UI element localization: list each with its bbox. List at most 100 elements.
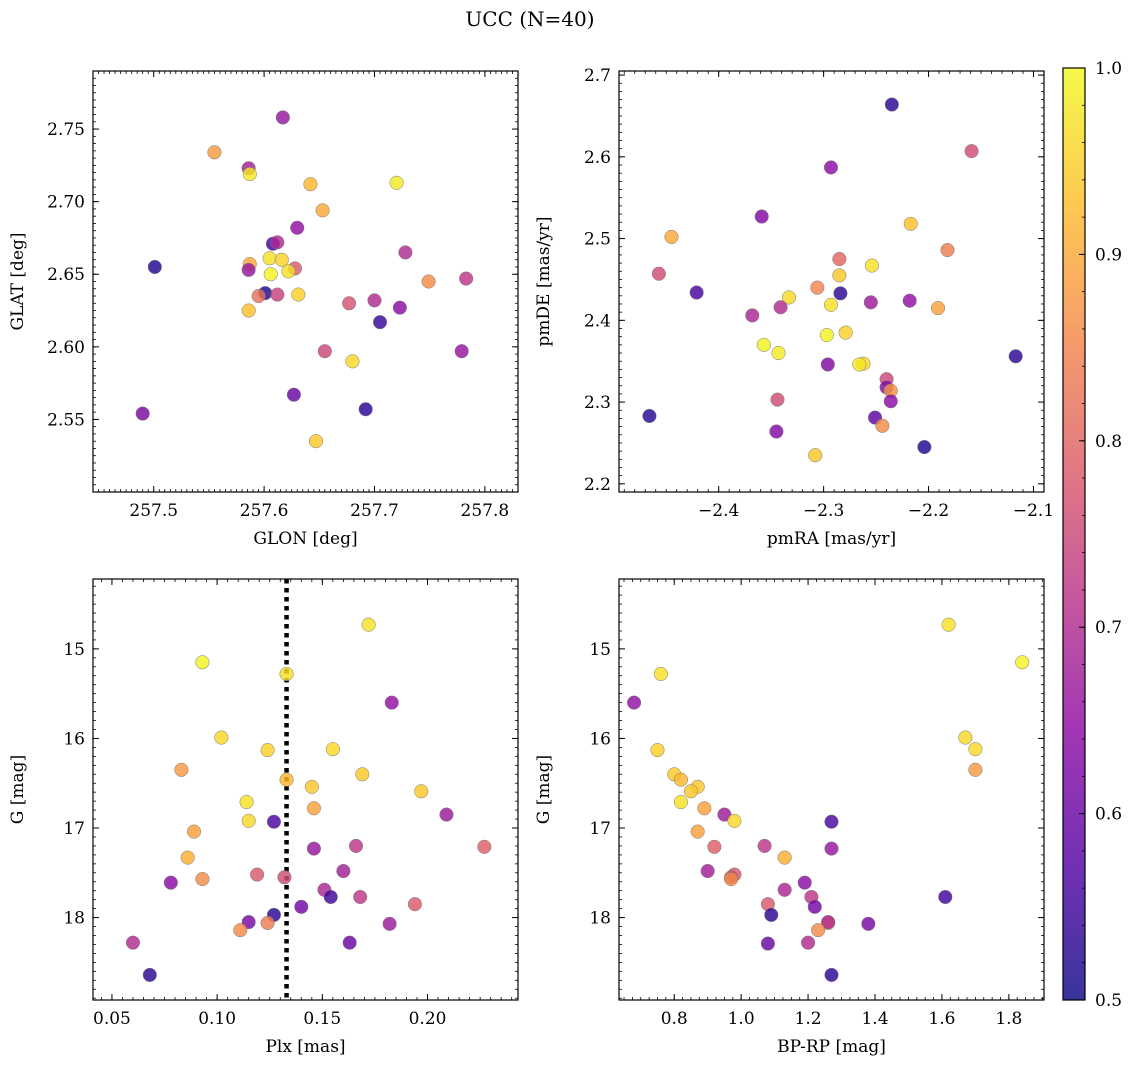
- scatter-point: [233, 923, 248, 938]
- scatter-point: [317, 344, 332, 359]
- scatter-point: [664, 229, 679, 244]
- scatter-point: [717, 807, 732, 822]
- scatter-point: [824, 967, 839, 982]
- scatter-point: [757, 838, 772, 853]
- scatter-point: [454, 344, 469, 359]
- scatter-point: [832, 251, 847, 267]
- scatter-point: [308, 434, 324, 449]
- scatter-point: [345, 354, 360, 369]
- panel-bprp-g: 0.8 1.0 1.2 1.4 1.6 1.8 15 16 17 18 BP-RP [mag] G […: [534, 578, 1045, 1057]
- scatter-point: [697, 801, 712, 816]
- scatter-point: [275, 110, 290, 125]
- y-tick-label: 2.6: [584, 148, 611, 168]
- y-tick-label: 2.75: [47, 120, 85, 140]
- scatter-point: [832, 268, 847, 283]
- scatter-point: [807, 899, 822, 914]
- x-tick-label: 1.4: [861, 1009, 888, 1029]
- x-tick-label: −2.4: [698, 501, 739, 521]
- scatter-point: [771, 345, 786, 361]
- y-tick-label: 15: [589, 640, 611, 660]
- scatter-point: [683, 784, 698, 799]
- scatter-point: [760, 936, 775, 951]
- scatter-point: [306, 801, 321, 816]
- scatter-point: [306, 841, 321, 856]
- scatter-point: [823, 160, 839, 175]
- scatter-point: [398, 245, 413, 260]
- scatter-point: [861, 916, 876, 931]
- colorbar-tick-label: 1.0: [1095, 59, 1122, 79]
- scatter-point: [810, 280, 825, 295]
- x-tick-label: 257.5: [129, 501, 178, 521]
- scatter-point: [824, 814, 839, 829]
- scatter-point: [384, 695, 399, 710]
- x-axis-label: Plx [mas]: [265, 1037, 345, 1057]
- scatter-point: [627, 695, 642, 710]
- x-tick-label: 257.7: [350, 501, 399, 521]
- y-tick-label: 2.7: [584, 66, 611, 86]
- scatter-point: [852, 357, 867, 372]
- scatter-point: [291, 287, 306, 302]
- y-axis-label: GLAT [deg]: [8, 232, 28, 330]
- y-tick-label: 2.70: [47, 193, 85, 213]
- scatter-point: [903, 216, 918, 231]
- scatter-point: [195, 655, 210, 670]
- scatter-points: [125, 617, 492, 982]
- axes-frame: [618, 70, 1045, 493]
- scatter-point: [266, 814, 281, 829]
- scatter-point: [279, 666, 294, 681]
- colorbar: 0.5 0.6 0.7 0.8 0.9 1.0: [1062, 59, 1122, 1011]
- scatter-point: [650, 743, 665, 758]
- scatter-point: [342, 296, 357, 311]
- x-tick-label: 0.10: [198, 1009, 236, 1029]
- scatter-point: [367, 293, 382, 308]
- scatter-point: [195, 872, 210, 887]
- scatter-point: [958, 730, 973, 745]
- x-axis-label: pmRA [mas/yr]: [767, 529, 896, 549]
- colorbar-tick-label: 0.8: [1095, 432, 1122, 452]
- colorbar-gradient: [1063, 68, 1085, 1000]
- scatter-point: [342, 935, 357, 950]
- y-tick-label: 2.3: [584, 393, 611, 413]
- scatter-point: [781, 290, 797, 305]
- scatter-point: [1015, 655, 1030, 670]
- scatter-point: [938, 889, 953, 905]
- scatter-point: [407, 897, 422, 912]
- scatter-point: [142, 967, 157, 982]
- scatter-point: [163, 875, 178, 890]
- scatter-point: [883, 394, 898, 409]
- scatter-point: [941, 617, 956, 632]
- scatter-point: [833, 286, 848, 301]
- scatter-point: [270, 287, 285, 302]
- y-axis-label: G [mag]: [534, 755, 554, 824]
- scatter-point: [940, 242, 955, 258]
- scatter-point: [389, 175, 404, 190]
- y-tick-label: 18: [589, 909, 611, 929]
- scatter-point: [459, 271, 474, 286]
- scatter-point: [823, 297, 839, 312]
- axes-frame: [92, 578, 519, 1001]
- scatter-point: [651, 266, 666, 281]
- panel-plx-g: 0.05 0.10 0.15 0.20 15 16 17 18 Plx [mas] G [mag]: [8, 578, 519, 1057]
- scatter-point: [917, 439, 932, 455]
- scatter-point: [325, 742, 340, 757]
- scatter-point: [673, 772, 688, 787]
- scatter-point: [820, 357, 835, 372]
- scatter-point: [180, 850, 195, 865]
- y-axis-label: pmDE [mas/yr]: [534, 216, 554, 346]
- scatter-point: [290, 220, 305, 235]
- minor-ticks: [619, 71, 1045, 493]
- scatter-point: [824, 841, 839, 856]
- scatter-point: [250, 867, 265, 882]
- scatter-point: [811, 923, 826, 938]
- minor-ticks: [92, 70, 519, 493]
- scatter-point: [745, 308, 760, 323]
- panel-pmra-pmde: −2.4 −2.3 −2.2 −2.1 2.2 2.3 2.4 2.5 2.6 2.7 pmRA […: [534, 66, 1054, 549]
- scatter-point: [186, 824, 202, 839]
- scatter-point: [968, 742, 983, 757]
- scatter-point: [323, 889, 338, 905]
- scatter-point: [707, 839, 722, 854]
- scatter-point: [241, 303, 256, 318]
- scatter-point: [414, 784, 429, 799]
- scatter-point: [477, 839, 492, 854]
- y-tick-label: 15: [63, 640, 85, 660]
